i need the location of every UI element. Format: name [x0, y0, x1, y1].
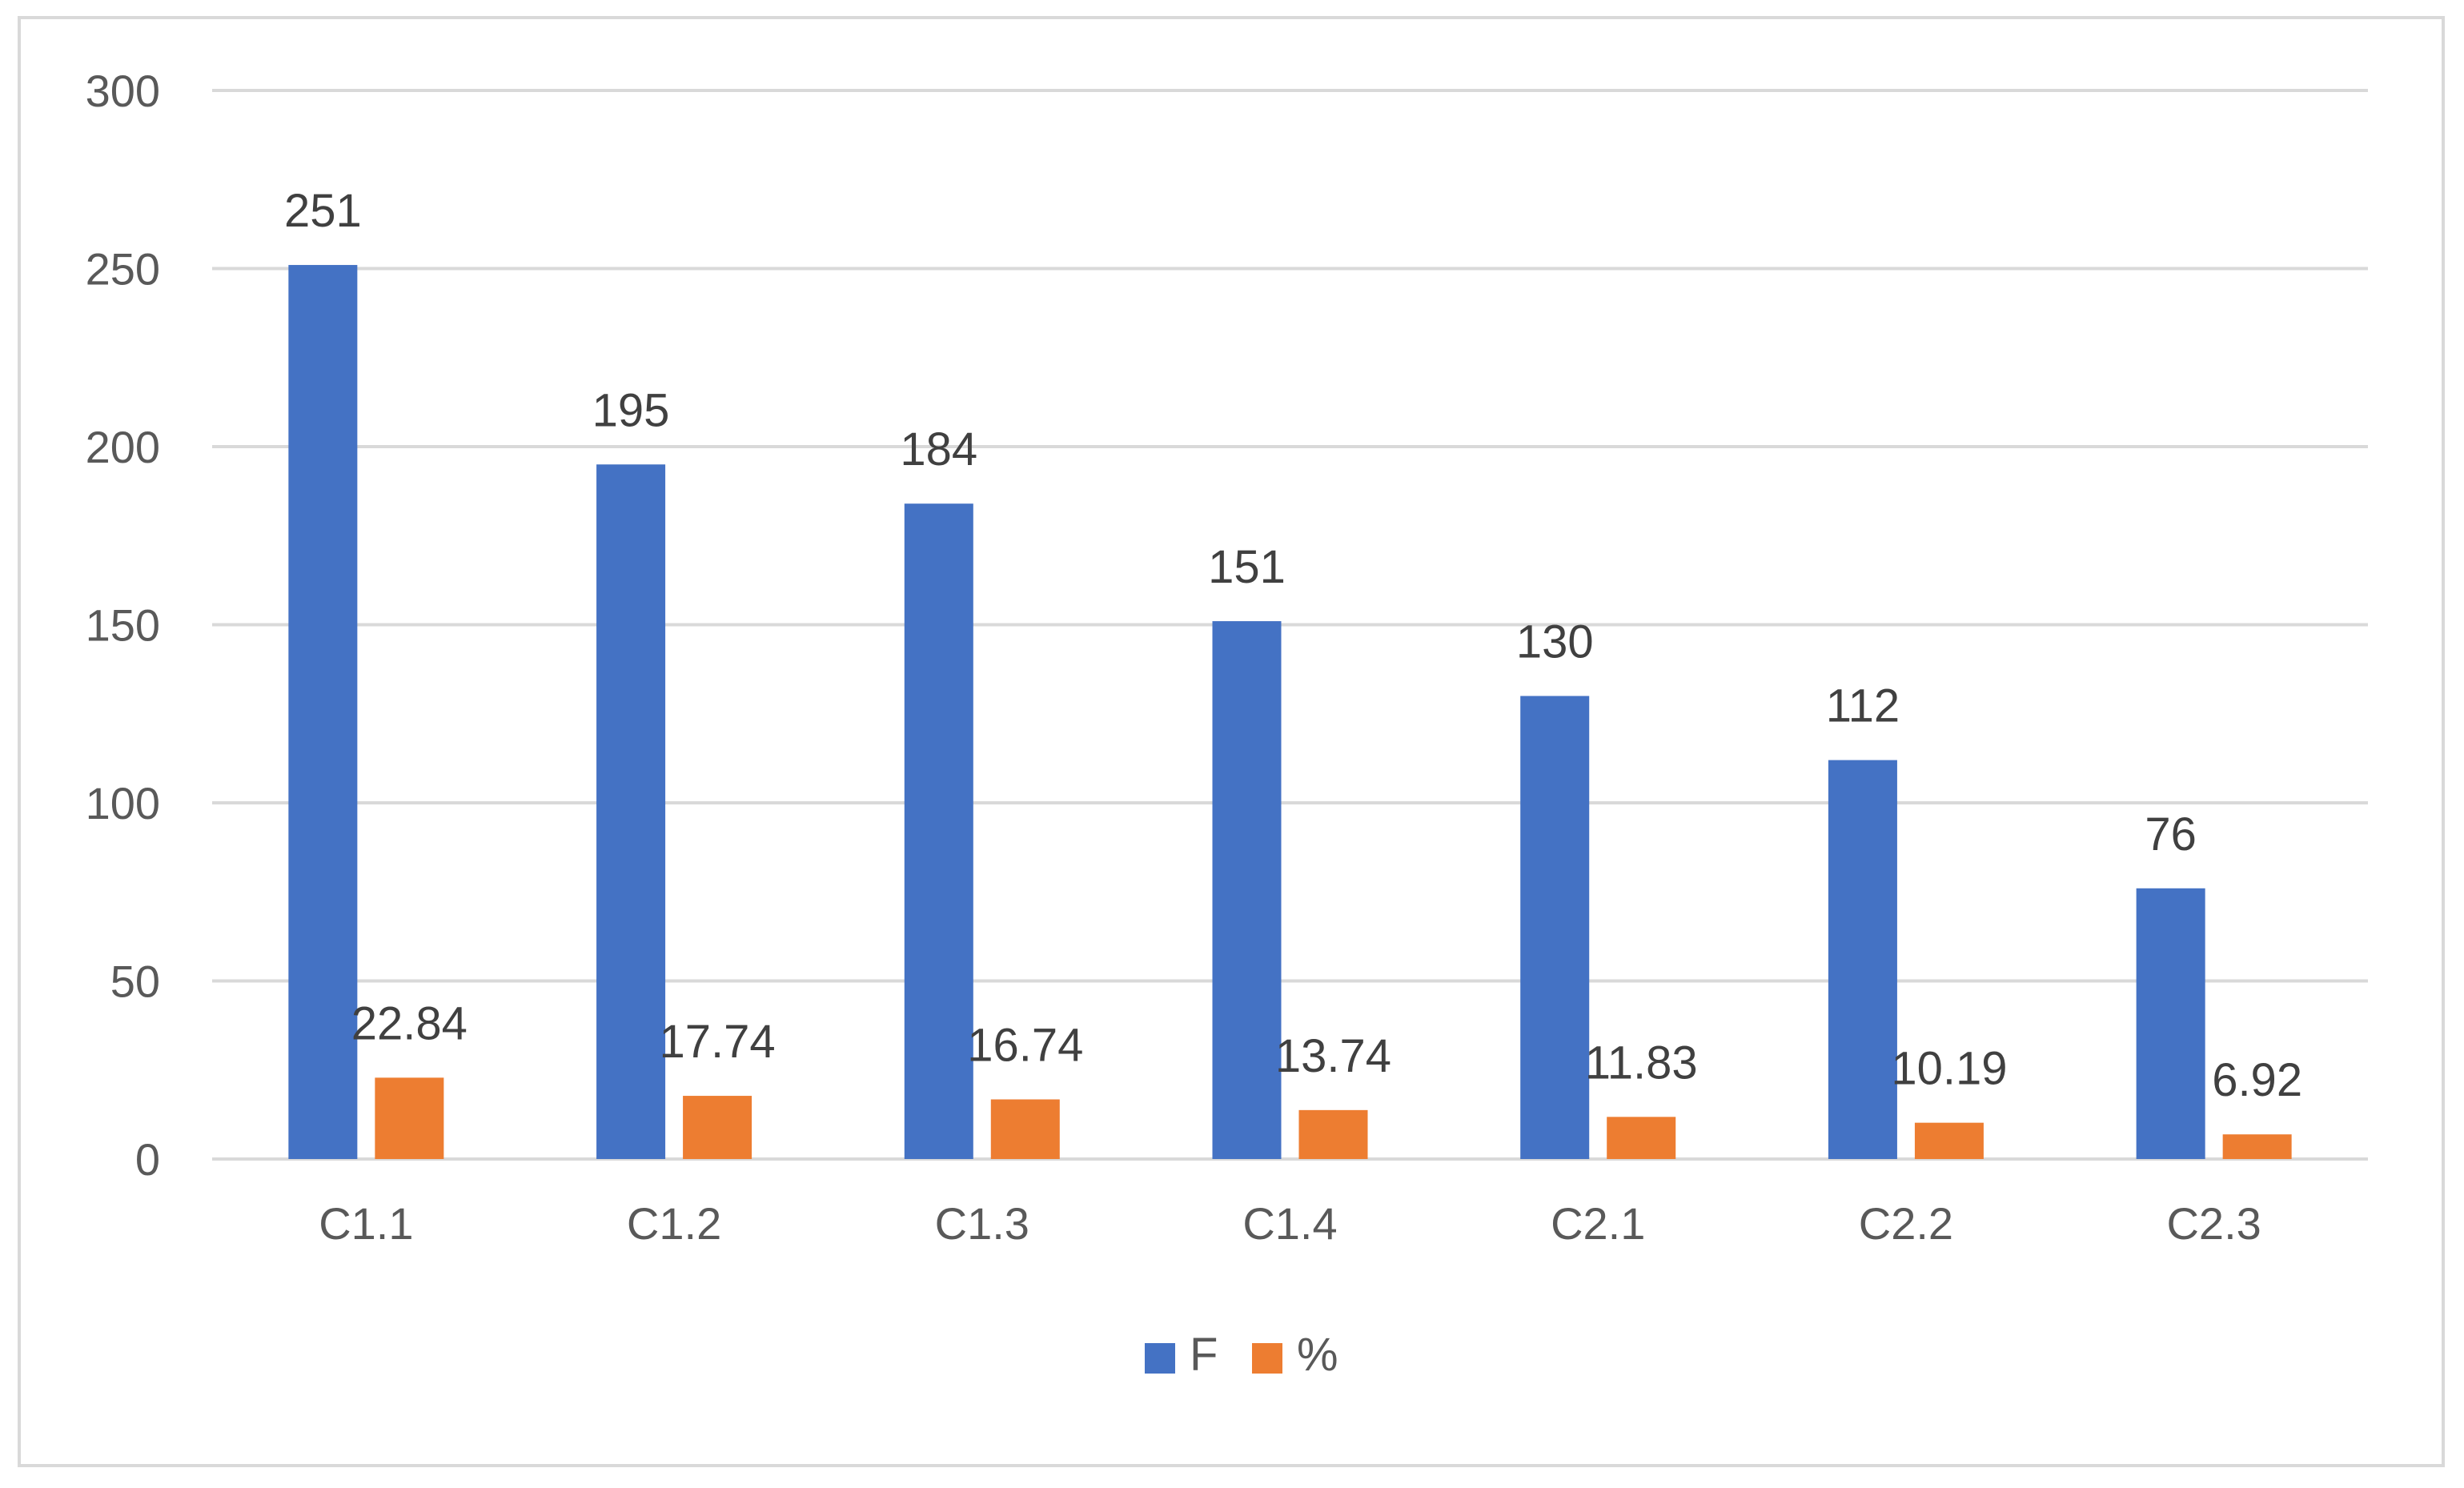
x-tick-label-C1.3: C1.3	[935, 1198, 1029, 1249]
bar-f-C1.4	[1212, 621, 1282, 1159]
bar-f-C1.3	[904, 503, 973, 1159]
y-tick-label: 50	[110, 957, 160, 1007]
data-label-percent-C1.2: 17.74	[659, 1016, 775, 1068]
x-tick-label-C1.1: C1.1	[319, 1198, 413, 1249]
data-label-f-C2.3: 76	[2145, 808, 2197, 860]
data-label-f-C1.4: 151	[1208, 541, 1286, 593]
bar-f-C1.2	[596, 464, 666, 1159]
legend: F%	[1145, 1329, 1338, 1381]
gridlines	[212, 89, 2368, 1161]
data-label-percent-C2.2: 10.19	[1891, 1043, 2007, 1095]
bar-percent-C1.2	[683, 1096, 752, 1159]
bar-percent-C1.4	[1298, 1109, 1368, 1159]
legend-label-f: F	[1190, 1329, 1218, 1381]
data-label-f-C1.2: 195	[592, 384, 670, 436]
x-axis: C1.1 C1.2 C1.3 C1.4 C2.1 C2.2 C2.3	[319, 1198, 2261, 1249]
data-label-f-C2.2: 112	[1826, 680, 1900, 732]
bar-percent-C2.2	[1914, 1122, 1984, 1159]
data-labels: 251 22.84 195 17.74 184 16.74 151 13.74 130 11.83…	[284, 185, 2302, 1106]
legend-label-percent: %	[1297, 1329, 1338, 1381]
y-tick-label: 200	[86, 422, 160, 472]
y-tick-label: 100	[86, 778, 160, 828]
legend-swatch-percent	[1252, 1343, 1282, 1374]
x-tick-label-C2.3: C2.3	[2166, 1198, 2261, 1249]
y-tick-label: 300	[86, 66, 160, 116]
y-tick-label: 150	[86, 600, 160, 651]
bar-f-C2.2	[1828, 760, 1897, 1159]
bar-f-C2.1	[1520, 696, 1590, 1159]
data-label-f-C2.1: 130	[1516, 616, 1594, 668]
y-tick-label: 0	[135, 1134, 160, 1185]
data-label-percent-C1.3: 16.74	[967, 1020, 1083, 1072]
legend-swatch-f	[1145, 1343, 1175, 1374]
data-label-percent-C2.1: 11.83	[1585, 1037, 1698, 1089]
bar-percent-C2.1	[1607, 1117, 1676, 1159]
x-tick-label-C2.1: C2.1	[1551, 1198, 1645, 1249]
bar-f-C2.3	[2136, 888, 2205, 1159]
y-axis: 0 50 100 150 200 250 300	[86, 66, 160, 1185]
x-tick-label-C2.2: C2.2	[1859, 1198, 1953, 1249]
x-tick-label-C1.4: C1.4	[1242, 1198, 1337, 1249]
x-tick-label-C1.2: C1.2	[627, 1198, 721, 1249]
bar-percent-C2.3	[2222, 1134, 2292, 1159]
bars	[288, 265, 2292, 1159]
data-label-f-C1.1: 251	[284, 185, 362, 237]
y-tick-label: 250	[86, 244, 160, 295]
bar-percent-C1.3	[990, 1099, 1060, 1159]
data-label-percent-C2.3: 6.92	[2212, 1054, 2302, 1106]
bar-f-C1.1	[288, 265, 358, 1159]
bar-percent-C1.1	[375, 1077, 444, 1159]
data-label-f-C1.3: 184	[900, 423, 977, 475]
data-label-percent-C1.4: 13.74	[1275, 1030, 1391, 1082]
data-label-percent-C1.1: 22.84	[351, 997, 468, 1049]
